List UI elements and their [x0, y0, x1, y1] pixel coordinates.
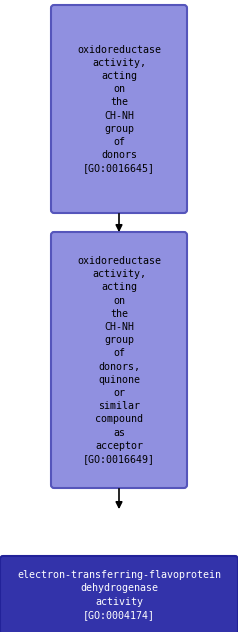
Text: oxidoreductase
activity,
acting
on
the
CH-NH
group
of
donors,
quinone
or
similar: oxidoreductase activity, acting on the C… — [77, 256, 161, 464]
Text: electron-transferring-flavoprotein
dehydrogenase
activity
[GO:0004174]: electron-transferring-flavoprotein dehyd… — [17, 570, 221, 620]
FancyBboxPatch shape — [51, 232, 187, 488]
Text: oxidoreductase
activity,
acting
on
the
CH-NH
group
of
donors
[GO:0016645]: oxidoreductase activity, acting on the C… — [77, 45, 161, 173]
FancyBboxPatch shape — [51, 5, 187, 213]
FancyBboxPatch shape — [0, 556, 238, 632]
